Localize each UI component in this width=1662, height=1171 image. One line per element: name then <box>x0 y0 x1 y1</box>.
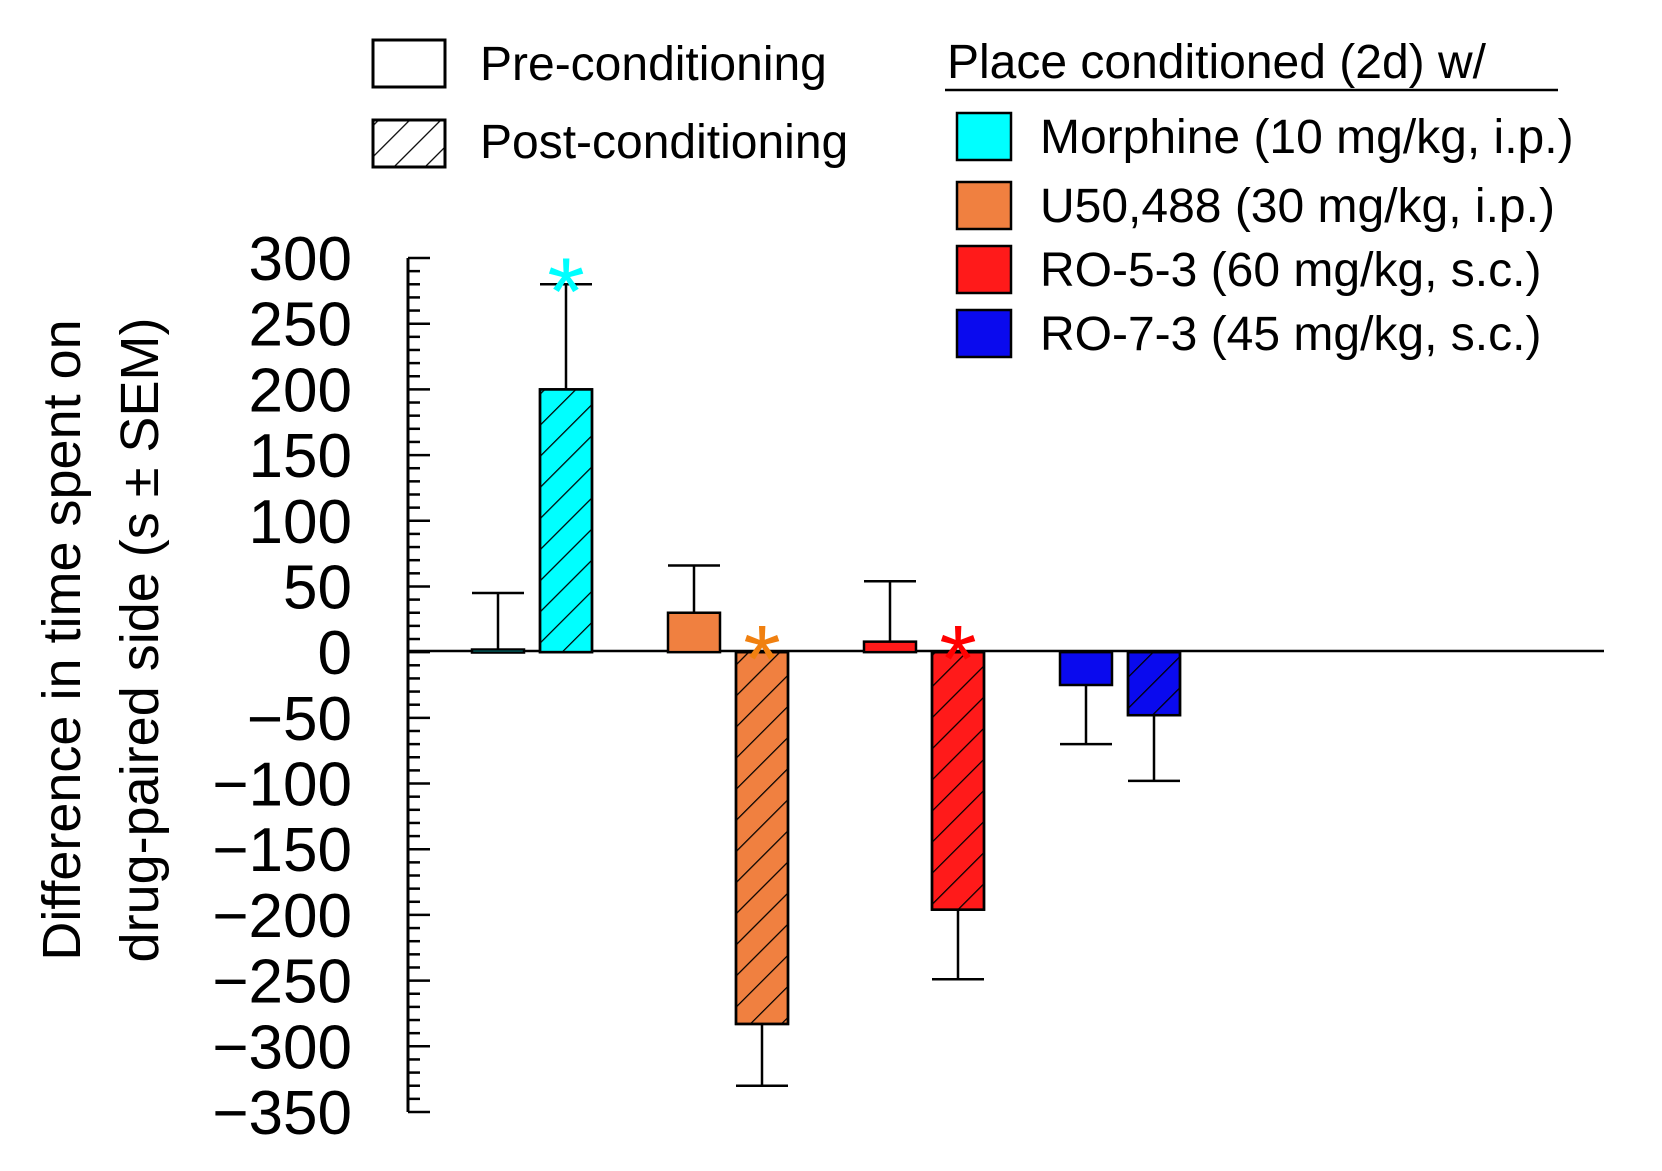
bar-ro-7-3-pre <box>1058 650 1114 687</box>
legend-swatch-ro-5-3 <box>955 244 1013 295</box>
significance-star-morphine: * <box>547 238 584 345</box>
y-tick-label: −200 <box>212 882 352 951</box>
y-tick-label: 200 <box>249 356 352 425</box>
legend-label-morphine: Morphine (10 mg/kg, i.p.) <box>1040 111 1574 164</box>
y-axis-tick-labels: 300250200150100500−50−100−150−200−250−30… <box>212 225 352 1148</box>
y-axis-title: Difference in time spent on drug-paired … <box>32 318 170 963</box>
y-tick-label: −300 <box>212 1013 352 1082</box>
legend-label-u50-488: U50,488 (30 mg/kg, i.p.) <box>1040 180 1555 233</box>
legend-label-post-conditioning: Post-conditioning <box>480 116 848 169</box>
drug-legend-title: Place conditioned (2d) w/ <box>947 36 1487 89</box>
y-tick-label: 250 <box>249 291 352 360</box>
legend-label-ro-5-3: RO-5-3 (60 mg/kg, s.c.) <box>1040 244 1541 297</box>
y-tick-label: −350 <box>212 1079 352 1148</box>
y-axis-title-line-1: Difference in time spent on <box>32 319 92 960</box>
y-tick-label: 300 <box>249 225 352 294</box>
y-tick-label: −250 <box>212 948 352 1017</box>
y-tick-label: 0 <box>318 619 352 688</box>
significance-star-ro-5-3: * <box>939 606 976 713</box>
bar-morphine-pre <box>470 648 526 654</box>
legend-swatch-pre-conditioning <box>371 38 447 89</box>
y-tick-label: 100 <box>249 488 352 557</box>
significance-star-u50-488: * <box>743 606 780 713</box>
y-tick-label: −100 <box>212 751 352 820</box>
bar-hatch-u50-488-post <box>734 650 790 1026</box>
bars-group: * * * <box>470 238 1182 1087</box>
y-axis-title-line-2: drug-paired side (s ± SEM) <box>110 318 170 963</box>
y-tick-label: −50 <box>247 685 352 754</box>
y-tick-label: −150 <box>212 816 352 885</box>
legend-swatch-ro-7-3 <box>955 308 1013 359</box>
drug-legend-items: Morphine (10 mg/kg, i.p.) U50,488 (30 mg/… <box>955 111 1574 361</box>
drug-legend: Place conditioned (2d) w/ Morphine (10 m… <box>945 36 1574 361</box>
legend-swatch-post-conditioning <box>371 118 447 169</box>
legend-swatch-morphine <box>955 111 1013 162</box>
bar-hatch-morphine-post <box>538 388 594 654</box>
bar-ro-5-3-pre <box>862 640 918 654</box>
legend-label-ro-7-3: RO-7-3 (45 mg/kg, s.c.) <box>1040 308 1541 361</box>
bar-hatch-ro-5-3-post <box>930 650 986 911</box>
bar-u50-488-pre <box>666 611 722 654</box>
y-axis-ticks <box>408 256 430 1114</box>
y-tick-label: 50 <box>283 553 352 622</box>
legend-label-pre-conditioning: Pre-conditioning <box>480 38 827 91</box>
y-tick-label: 150 <box>249 422 352 491</box>
phase-legend: Pre-conditioning Post-conditioning <box>371 38 848 169</box>
bar-hatch-ro-7-3-post <box>1126 650 1182 717</box>
legend-swatch-u50-488 <box>955 180 1013 231</box>
